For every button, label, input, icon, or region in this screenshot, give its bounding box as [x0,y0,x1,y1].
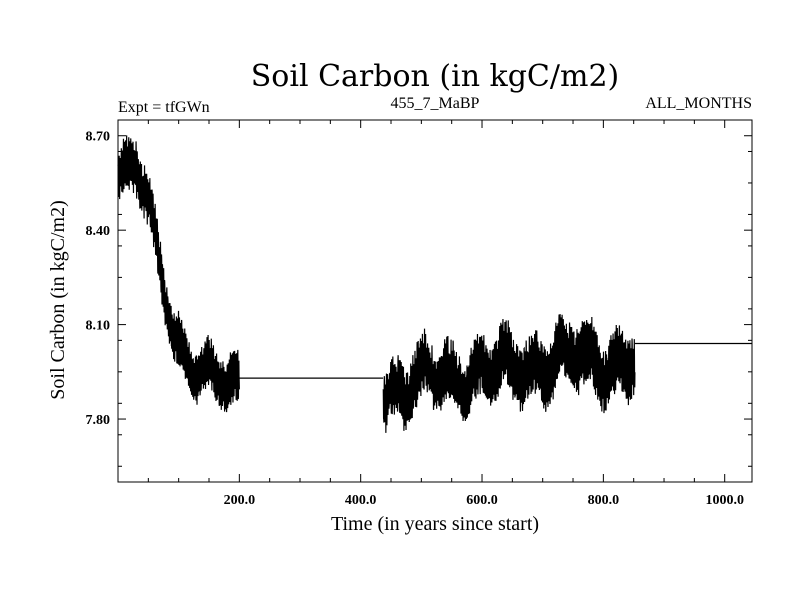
x-tick-label: 400.0 [345,493,377,508]
y-tick-label: 8.10 [86,319,111,334]
y-tick-label: 8.40 [86,224,111,239]
x-tick-label: 600.0 [466,493,498,508]
x-tick-label: 1000.0 [705,493,744,508]
x-tick-label: 800.0 [588,493,620,508]
series-line-3 [382,314,636,433]
plot-frame [117,119,753,483]
x-axis-label: Time (in years since start) [331,513,539,535]
x-tick-labels: 200.0 400.0 600.0 800.0 1000.0 [224,493,744,508]
chart-title: Soil Carbon (in kgC/m2) [251,59,619,94]
y-tick-labels: 7.80 8.10 8.40 8.70 [86,130,111,428]
months-label: ALL_MONTHS [645,95,752,112]
plot-area [117,119,753,483]
x-tick-label: 200.0 [224,493,256,508]
axis-ticks [118,119,752,482]
series-line-1 [117,135,240,413]
series-group [117,135,752,433]
y-tick-label: 8.70 [86,130,111,145]
experiment-label: Expt = tfGWn [118,99,210,116]
y-axis-label: Soil Carbon (in kgC/m2) [47,200,69,399]
period-label: 455_7_MaBP [391,95,480,112]
y-tick-label: 7.80 [86,413,111,428]
